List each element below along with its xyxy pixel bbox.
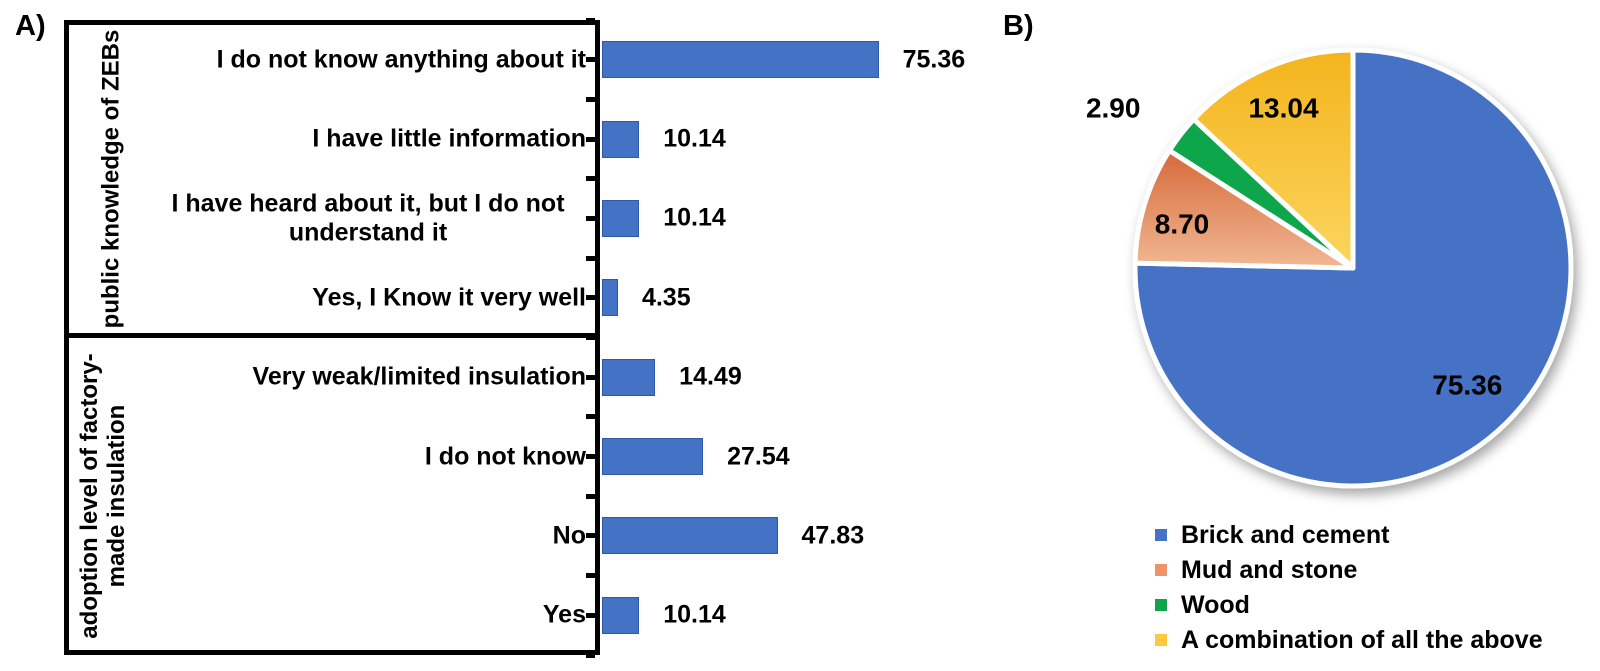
pie-legend: Brick and cement Mud and stone Wood A combi… [1155,522,1543,662]
pie-value-label: 75.36 [1432,369,1502,400]
bar-value-label: 10.14 [663,124,726,153]
pie-slice [1132,148,1356,271]
group-label: adoption level of factory- made insulati… [76,353,130,639]
legend-marker [1155,634,1167,646]
bar [602,596,640,634]
panel-b-label: B) [1003,10,1034,42]
legend-marker [1155,564,1167,576]
legend-item: Wood [1155,592,1543,618]
category-label: Yes, I Know it very well [312,283,586,312]
axis-tick [586,414,595,420]
legend-label: Brick and cement [1181,520,1390,549]
bar [602,279,618,317]
axis-tick [586,295,595,301]
bar-value-label: 27.54 [727,442,790,471]
bar-value-label: 75.36 [902,45,966,74]
category-label: I have heard about it, but I do not unde… [171,189,565,247]
panel-a-label: A) [15,10,46,42]
group-divider-line [64,333,600,338]
bar [602,199,640,237]
axis-tick [586,652,595,658]
bar [602,120,640,158]
category-label: Yes [542,600,586,629]
axis-tick [586,493,595,499]
axis-tick [586,374,595,380]
bar [602,438,704,476]
axis-tick [586,57,595,63]
axis-tick [586,17,595,23]
bar-value-label: 10.14 [663,203,726,232]
bar-value-label: 10.14 [663,600,726,629]
category-label: I do not know anything about it [216,45,586,74]
pie-slices [1132,47,1574,489]
category-label: I have little information [312,124,586,153]
axis-tick [586,533,595,539]
axis-tick [586,215,595,221]
pie-value-label: 13.04 [1248,93,1318,124]
bar-value-label: 47.83 [801,521,865,550]
pie-data-labels: 75.36 8.70 2.90 13.04 [1086,93,1502,401]
pie-slice [1191,47,1356,271]
axis-tick [586,96,595,102]
bar-value-label: 4.35 [641,283,691,312]
bar [602,41,879,79]
bar-value-label: 14.49 [679,362,742,391]
axis-tick [586,255,595,261]
pie-value-label: 8.70 [1155,208,1210,239]
axis-tick [586,136,595,142]
legend-label: A combination of all the above [1181,625,1543,654]
legend-item: Mud and stone [1155,557,1543,583]
pie-value-label: 2.90 [1086,93,1141,124]
bar [602,517,778,555]
bar [602,358,656,396]
legend-label: Mud and stone [1181,555,1358,584]
category-label: No [552,521,586,550]
pie-chart: 75.36 8.70 2.90 13.04 [1086,47,1574,489]
axis-tick [586,176,595,182]
legend-label: Wood [1181,590,1250,619]
axis-tick [586,335,595,340]
category-label: I do not know [424,442,586,471]
axis-tick [586,573,595,579]
legend-marker [1155,599,1167,611]
axis-tick [586,612,595,618]
legend-item: Brick and cement [1155,522,1543,548]
group-label: public knowledge of ZEBs [97,29,125,329]
legend-marker [1155,529,1167,541]
axis-tick [586,454,595,460]
category-label: Very weak/limited insulation [252,362,586,391]
legend-item: A combination of all the above [1155,627,1543,653]
